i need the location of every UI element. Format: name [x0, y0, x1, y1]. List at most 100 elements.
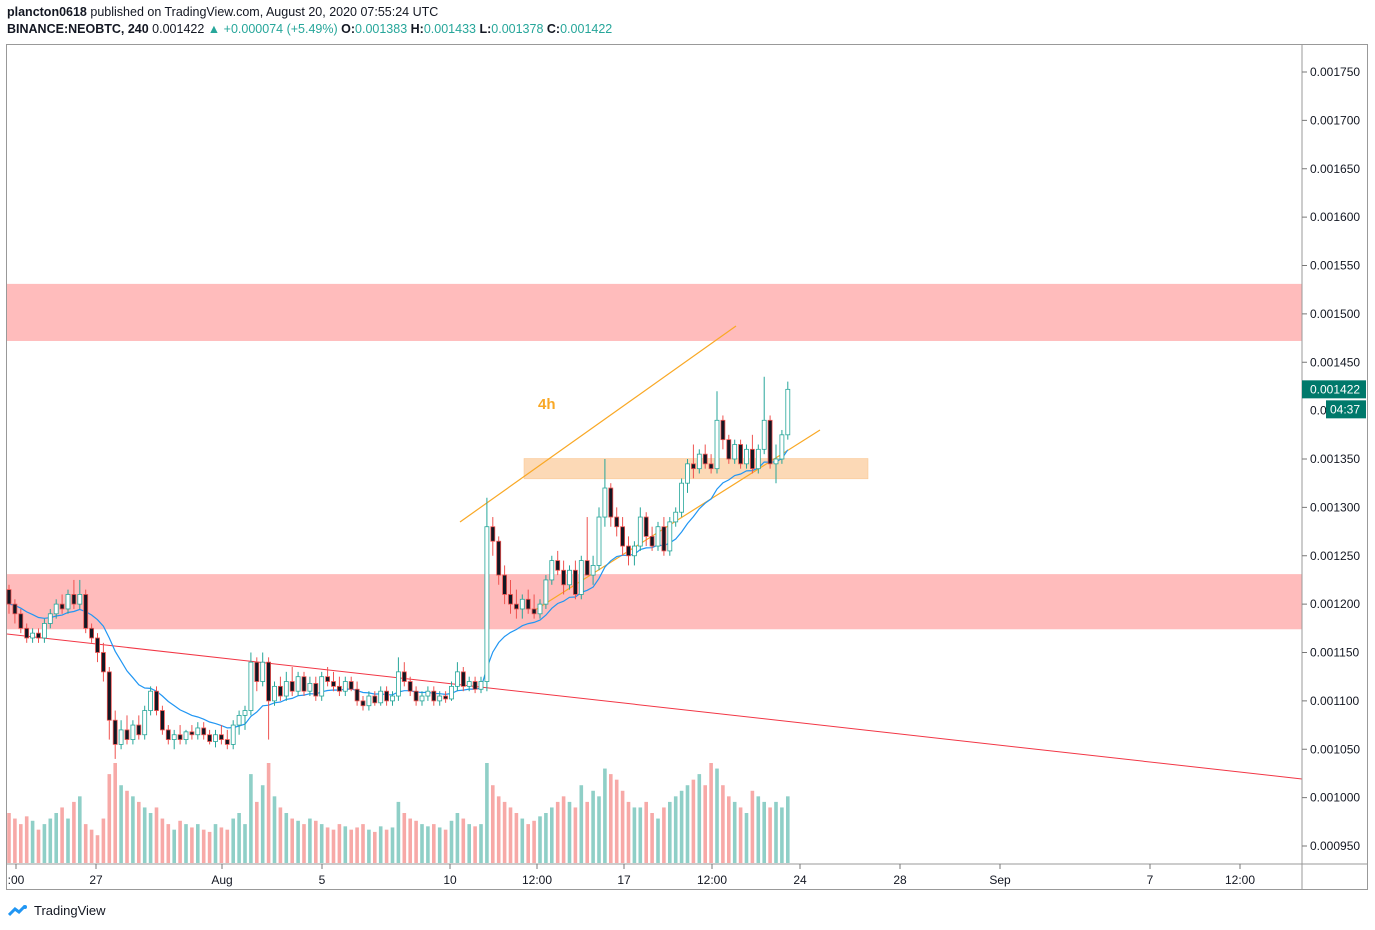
volume-bar — [721, 785, 725, 863]
candle-body — [390, 695, 395, 702]
volume-bar — [131, 796, 135, 863]
volume-bar — [172, 829, 176, 863]
candle-body — [626, 545, 631, 557]
candle — [236, 710, 242, 735]
volume-bar — [414, 820, 418, 863]
price-tick-label: 0.001600 — [1310, 210, 1360, 224]
candle-body — [71, 594, 77, 605]
candle-body — [667, 521, 673, 552]
candle — [732, 439, 738, 464]
candle — [667, 517, 673, 556]
annotation-4h: 4h — [538, 396, 556, 413]
candle — [325, 667, 331, 687]
zone-channel-zone — [523, 458, 869, 480]
volume-bar — [697, 774, 702, 863]
volume-bar — [190, 827, 194, 863]
volume-bar — [213, 824, 218, 863]
candle — [124, 715, 130, 745]
candle — [224, 729, 230, 750]
candle-body — [561, 569, 566, 586]
volume-bar — [48, 818, 53, 863]
candle-body — [614, 516, 620, 528]
price-tick-label: 0.001500 — [1310, 307, 1360, 321]
candle-body — [702, 453, 708, 465]
candle-body — [643, 516, 649, 537]
candle-body — [277, 685, 283, 697]
volume-bar — [443, 829, 448, 863]
candle-body — [437, 695, 443, 702]
candle-body — [171, 734, 177, 740]
candle-body — [95, 637, 100, 653]
candle — [354, 681, 360, 706]
candle-body — [679, 482, 684, 513]
low-value: 0.001378 — [491, 22, 544, 36]
candle-body — [490, 526, 496, 542]
time-tick-label: 5 — [319, 873, 326, 887]
candle — [750, 434, 755, 474]
zone-support — [7, 574, 1302, 630]
volume-bar — [662, 807, 666, 863]
candle — [248, 652, 254, 716]
candle — [266, 657, 272, 740]
candle — [277, 676, 283, 701]
volume-bar — [656, 818, 660, 863]
candle — [177, 725, 183, 745]
volume-bar — [154, 807, 159, 863]
volume-bar — [597, 796, 601, 863]
volume-bar — [703, 785, 707, 863]
price-tick-label: 0.001700 — [1310, 113, 1360, 127]
candle — [773, 444, 779, 484]
candle — [755, 444, 761, 474]
price-tick-label: 0.001250 — [1310, 549, 1360, 563]
candle-body — [366, 695, 372, 707]
volume-bar — [19, 824, 23, 863]
candle — [431, 686, 437, 706]
volume-bar — [319, 824, 324, 863]
candle-body — [101, 652, 106, 673]
price-tick-label: 0.001050 — [1310, 742, 1360, 756]
candle-body — [342, 681, 348, 692]
candle — [761, 376, 767, 455]
price-tick-label: 0.001200 — [1310, 597, 1360, 611]
candle — [260, 652, 266, 687]
volume-bar — [113, 763, 117, 863]
candle-body — [543, 579, 549, 605]
candle-body — [295, 676, 301, 692]
candle-body — [224, 739, 230, 745]
volume-bar — [72, 801, 76, 863]
candle — [484, 497, 490, 692]
volume-bar — [650, 813, 654, 863]
candle — [95, 633, 100, 663]
volume-bar — [514, 813, 519, 863]
candle — [567, 565, 572, 590]
zones-layer — [7, 283, 1302, 630]
candle-body — [124, 729, 130, 740]
candle — [632, 541, 637, 566]
symbol[interactable]: BINANCE:NEOBTC, 240 — [7, 22, 149, 36]
volume-bar — [550, 807, 554, 863]
candle-body — [508, 594, 513, 605]
published-text: published on TradingView.com, August 20,… — [90, 5, 439, 19]
volume-bar — [266, 763, 271, 863]
price-tick-label: 0.001650 — [1310, 162, 1360, 176]
volume-bar — [355, 827, 359, 863]
up-arrow-icon: ▲ — [207, 22, 221, 36]
candle — [543, 575, 549, 609]
candle — [213, 729, 218, 748]
candle — [696, 449, 702, 474]
last-price: 0.001422 — [152, 22, 205, 36]
footer-brand[interactable]: TradingView — [34, 903, 106, 918]
candle-body — [691, 463, 696, 470]
volume-bar — [555, 801, 560, 863]
time-tick-label: :00 — [8, 873, 25, 887]
candle — [496, 536, 502, 585]
candle-body — [230, 724, 236, 745]
candle-body — [42, 623, 47, 639]
author[interactable]: plancton0618 — [7, 5, 87, 19]
candle-body — [496, 540, 502, 576]
candle — [360, 696, 366, 711]
volume-bar — [284, 813, 289, 863]
volume-bar — [756, 796, 761, 863]
candle — [702, 444, 708, 469]
